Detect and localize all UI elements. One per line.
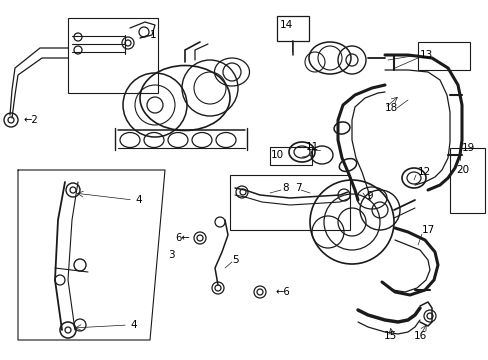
Text: 11: 11 — [305, 142, 319, 152]
Text: 8: 8 — [282, 183, 288, 193]
Bar — [417, 42, 469, 70]
Text: 5: 5 — [231, 255, 238, 265]
Text: 17: 17 — [421, 225, 434, 235]
Text: 4: 4 — [130, 320, 136, 330]
Bar — [276, 16, 308, 41]
Text: 12: 12 — [417, 167, 430, 177]
Text: 20: 20 — [455, 165, 468, 175]
Text: ←6: ←6 — [274, 287, 289, 297]
Text: 9: 9 — [365, 191, 372, 201]
Text: 15: 15 — [383, 331, 396, 341]
Text: 10: 10 — [270, 150, 284, 160]
Text: ←2: ←2 — [23, 115, 38, 125]
Bar — [229, 175, 349, 230]
Text: 7: 7 — [294, 183, 301, 193]
Text: 3: 3 — [168, 250, 174, 260]
Bar — [449, 148, 484, 213]
Text: 14: 14 — [279, 20, 292, 30]
Text: 6←: 6← — [175, 233, 190, 243]
Text: 18: 18 — [384, 103, 397, 113]
Text: 16: 16 — [412, 331, 426, 341]
Text: 4: 4 — [135, 195, 142, 205]
Bar — [269, 147, 311, 165]
Text: 13: 13 — [419, 50, 432, 60]
Text: 19: 19 — [461, 143, 474, 153]
Text: 1: 1 — [150, 30, 156, 40]
Bar — [68, 18, 158, 93]
